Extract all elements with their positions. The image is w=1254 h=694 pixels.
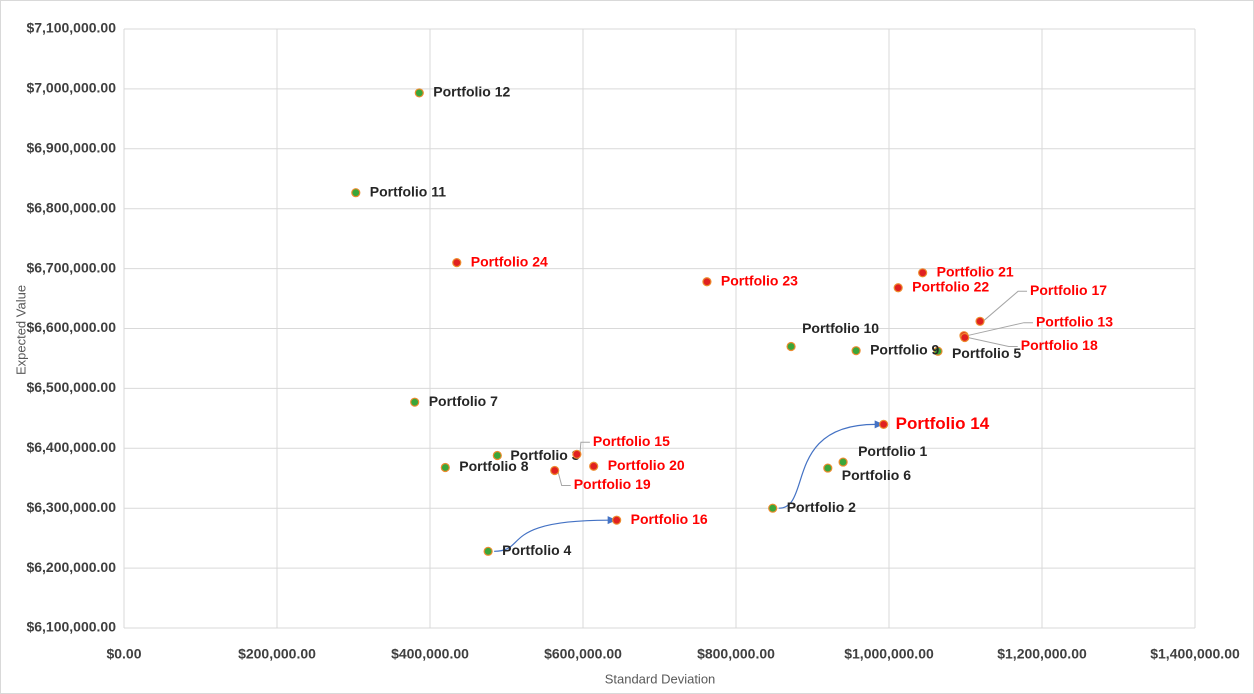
y-tick-label: $6,800,000.00	[26, 199, 116, 215]
point	[572, 449, 582, 459]
y-tick-label: $6,900,000.00	[26, 140, 116, 156]
point-label: Portfolio 22	[912, 278, 989, 294]
x-tick-label: $200,000.00	[238, 646, 316, 662]
point	[440, 462, 450, 473]
point	[975, 316, 985, 326]
point-label: Portfolio 3	[510, 447, 579, 463]
point-label: Portfolio 1	[858, 443, 927, 459]
point-label: Portfolio 6	[842, 467, 911, 483]
point-label: Portfolio 5	[952, 345, 1021, 361]
y-axis-title: Expected Value	[13, 285, 28, 375]
point-label: Portfolio 23	[721, 272, 798, 288]
point-label: Portfolio 14	[896, 414, 990, 433]
point	[414, 88, 424, 98]
point	[492, 450, 502, 461]
x-axis-title: Standard Deviation	[605, 671, 716, 686]
point	[410, 397, 420, 407]
point-label: Portfolio 8	[459, 458, 528, 474]
y-tick-label: $7,100,000.00	[26, 20, 116, 36]
leader-line	[557, 470, 571, 486]
x-tick-label: $600,000.00	[544, 646, 622, 662]
leader-line	[966, 322, 1033, 337]
leader-line	[967, 336, 1018, 347]
point	[960, 332, 970, 343]
x-tick-label: $1,200,000.00	[997, 646, 1087, 662]
x-tick-label: $1,400,000.00	[1150, 646, 1240, 662]
point	[768, 503, 778, 513]
x-tick-label: $1,000,000.00	[844, 646, 934, 662]
point-label: Portfolio 21	[937, 263, 1014, 279]
point-label: Portfolio 11	[370, 183, 446, 199]
point	[483, 546, 493, 556]
point	[589, 461, 599, 471]
point-label: Portfolio 13	[1036, 313, 1113, 329]
y-tick-label: $6,600,000.00	[26, 319, 116, 335]
connector	[494, 519, 609, 552]
point-label: Portfolio 18	[1021, 337, 1098, 353]
point-label: Portfolio 19	[574, 476, 651, 492]
point	[351, 188, 361, 198]
point-label: Portfolio 20	[608, 457, 685, 473]
point-label: Portfolio 16	[631, 511, 708, 527]
point-label: Portfolio 7	[429, 393, 498, 409]
point	[879, 419, 889, 429]
point-label: Portfolio 9	[870, 341, 939, 357]
y-tick-label: $7,000,000.00	[26, 80, 116, 96]
point-label: Portfolio 2	[787, 499, 856, 515]
point-label: Portfolio 17	[1030, 282, 1107, 298]
y-tick-label: $6,500,000.00	[26, 379, 116, 395]
point	[702, 277, 712, 287]
y-tick-label: $6,200,000.00	[26, 559, 116, 575]
point-label: Portfolio 4	[502, 542, 571, 558]
point	[851, 346, 861, 356]
y-tick-label: $6,300,000.00	[26, 499, 116, 515]
connector	[778, 423, 876, 509]
x-tick-label: $800,000.00	[697, 646, 775, 662]
leader-line	[579, 441, 590, 455]
point	[893, 283, 903, 293]
y-tick-label: $6,100,000.00	[26, 619, 116, 635]
point-label: Portfolio 24	[471, 253, 548, 269]
point-label: Portfolio 10	[802, 320, 879, 336]
x-tick-label: $0.00	[106, 646, 141, 662]
y-tick-label: $6,700,000.00	[26, 259, 116, 275]
point	[933, 346, 943, 356]
point	[838, 457, 848, 467]
y-tick-label: $6,400,000.00	[26, 439, 116, 455]
point	[612, 515, 622, 525]
point	[452, 258, 462, 268]
point-label: Portfolio 15	[593, 433, 670, 449]
x-tick-label: $400,000.00	[391, 646, 469, 662]
point	[786, 341, 796, 352]
point-label: Portfolio 12	[433, 84, 510, 100]
point	[550, 465, 560, 476]
point	[823, 463, 833, 473]
leader-line	[982, 290, 1028, 322]
point	[918, 268, 928, 278]
